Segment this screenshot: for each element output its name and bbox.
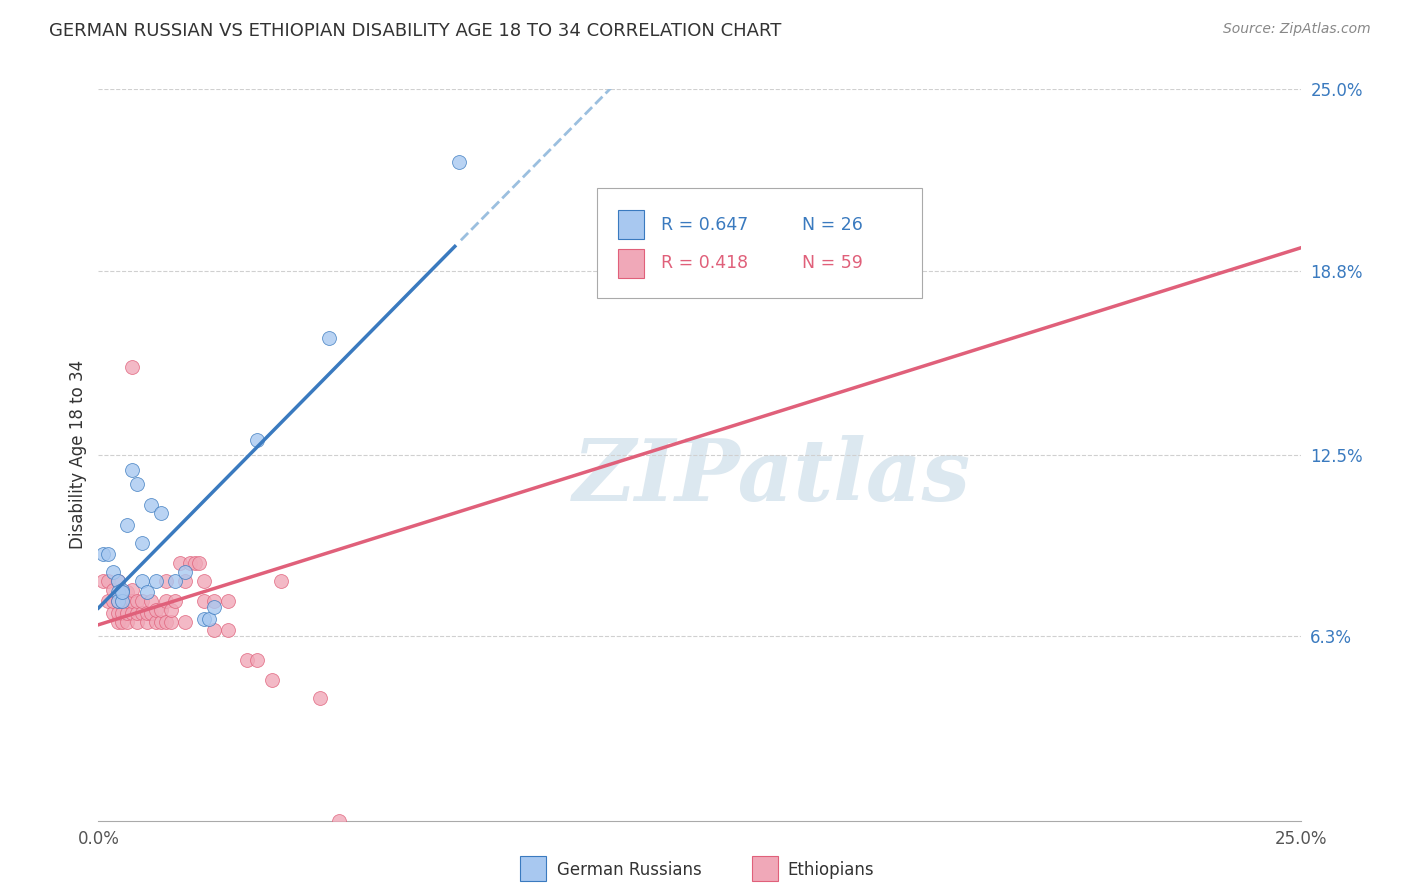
Point (246, 434, 269, 448)
Point (97, 594, 120, 608)
Point (107, 615, 129, 629)
Text: GERMAN RUSSIAN VS ETHIOPIAN DISABILITY AGE 18 TO 34 CORRELATION CHART: GERMAN RUSSIAN VS ETHIOPIAN DISABILITY A… (49, 22, 782, 40)
Point (131, 606, 153, 620)
Point (135, 615, 157, 629)
Point (117, 606, 139, 620)
Point (117, 615, 139, 629)
Point (155, 574, 177, 588)
Text: N = 26: N = 26 (801, 216, 862, 234)
Point (318, 331, 340, 345)
Point (169, 556, 191, 570)
Point (149, 603, 172, 617)
Point (165, 574, 187, 588)
Point (125, 615, 148, 629)
Point (121, 582, 143, 597)
Point (111, 585, 134, 599)
Point (97, 574, 120, 588)
Point (198, 612, 221, 626)
Point (117, 518, 139, 533)
Point (270, 574, 292, 588)
Point (202, 594, 225, 608)
Point (149, 507, 172, 521)
Point (145, 615, 167, 629)
Point (101, 606, 124, 620)
Point (246, 653, 269, 667)
Point (145, 574, 167, 588)
Point (183, 556, 205, 570)
Point (188, 556, 211, 570)
Point (447, 155, 470, 169)
Point (149, 615, 172, 629)
FancyBboxPatch shape (617, 210, 644, 239)
Point (121, 462, 143, 476)
Point (125, 477, 148, 491)
Point (91, 574, 114, 588)
FancyBboxPatch shape (598, 188, 922, 298)
Point (193, 594, 215, 608)
Point (155, 594, 177, 608)
Point (107, 574, 129, 588)
Point (217, 594, 239, 608)
Point (179, 556, 201, 570)
Text: ZIPatlas: ZIPatlas (572, 435, 970, 518)
Point (174, 565, 197, 579)
Point (117, 585, 139, 599)
Text: R = 0.418: R = 0.418 (661, 254, 748, 272)
Point (101, 582, 124, 597)
Point (107, 574, 129, 588)
Point (111, 594, 134, 608)
Point (193, 574, 215, 588)
Y-axis label: Disability Age 18 to 34: Disability Age 18 to 34 (69, 360, 87, 549)
Point (141, 498, 163, 512)
Point (107, 594, 129, 608)
Point (131, 535, 153, 549)
Point (141, 606, 163, 620)
Point (308, 690, 330, 705)
Point (141, 594, 163, 608)
Text: German Russians: German Russians (557, 861, 702, 879)
Point (121, 606, 143, 620)
Point (236, 653, 259, 667)
Point (125, 606, 148, 620)
Text: N = 59: N = 59 (801, 254, 862, 272)
Point (174, 574, 197, 588)
Point (91, 548, 114, 562)
Point (107, 594, 129, 608)
Point (97, 548, 120, 562)
Text: R = 0.647: R = 0.647 (661, 216, 748, 234)
Point (101, 565, 124, 579)
Point (328, 814, 350, 828)
Point (125, 594, 148, 608)
Text: Ethiopians: Ethiopians (787, 861, 875, 879)
Point (165, 594, 187, 608)
Point (174, 615, 197, 629)
Point (121, 360, 143, 375)
Point (260, 673, 283, 688)
Point (111, 594, 134, 608)
Point (107, 606, 129, 620)
Text: Source: ZipAtlas.com: Source: ZipAtlas.com (1223, 22, 1371, 37)
Point (131, 594, 153, 608)
Point (121, 594, 143, 608)
Point (202, 600, 225, 615)
Point (135, 606, 157, 620)
Point (193, 612, 215, 626)
FancyBboxPatch shape (617, 249, 644, 278)
Point (131, 574, 153, 588)
Point (202, 624, 225, 638)
Point (159, 603, 181, 617)
Point (111, 615, 134, 629)
Point (111, 585, 134, 599)
Point (117, 594, 139, 608)
Point (111, 606, 134, 620)
Point (145, 603, 167, 617)
Point (107, 585, 129, 599)
Point (135, 585, 157, 599)
Point (856, 199, 879, 213)
Point (159, 615, 181, 629)
Point (111, 582, 134, 597)
Point (217, 624, 239, 638)
Point (155, 615, 177, 629)
Point (101, 594, 124, 608)
